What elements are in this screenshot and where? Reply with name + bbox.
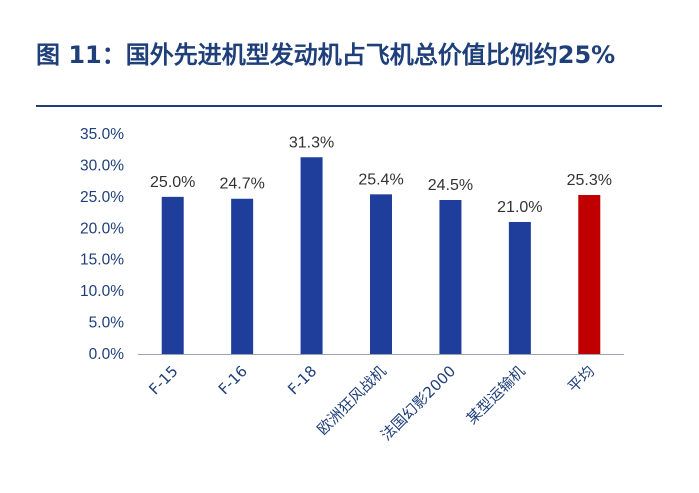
title-divider	[36, 105, 662, 107]
x-category-label: 欧洲狂风战机	[313, 362, 389, 438]
y-axis-ticks: 0.0% 5.0% 10.0% 15.0% 20.0% 25.0% 30.0% 35.0%	[80, 126, 124, 363]
y-tick-label: 10.0%	[80, 283, 124, 300]
y-tick-label: 30.0%	[80, 157, 124, 174]
y-tick-label: 15.0%	[80, 252, 124, 269]
bar	[508, 222, 531, 354]
bar	[578, 194, 601, 354]
data-label: 21.0%	[497, 199, 542, 216]
x-category-label: F-18	[284, 362, 320, 398]
data-label: 25.4%	[358, 171, 403, 188]
data-label: 24.5%	[428, 177, 473, 194]
y-tick-label: 0.0%	[89, 346, 125, 363]
data-label: 31.3%	[289, 134, 334, 151]
bar	[300, 157, 323, 354]
y-tick-label: 25.0%	[80, 189, 124, 206]
data-label: 25.0%	[150, 174, 195, 191]
chart-title: 图 11：国外先进机型发动机占飞机总价值比例约25%	[36, 41, 616, 69]
y-tick-label: 20.0%	[80, 220, 124, 237]
x-category-label: F-15	[145, 362, 181, 398]
x-category-label: F-16	[215, 362, 251, 398]
x-category-label: 某型运输机	[463, 362, 529, 428]
bar	[231, 198, 254, 354]
data-label: 25.3%	[567, 172, 612, 189]
y-tick-label: 35.0%	[80, 126, 124, 143]
data-labels: 25.0% 24.7% 31.3% 25.4% 24.5% 21.0% 25.3%	[150, 134, 612, 216]
x-category-label: 平均	[564, 362, 598, 396]
data-label: 24.7%	[219, 176, 264, 193]
bars	[161, 157, 601, 354]
bar	[161, 196, 184, 354]
bar	[370, 194, 392, 354]
bar	[439, 200, 462, 354]
y-tick-label: 5.0%	[89, 315, 125, 332]
